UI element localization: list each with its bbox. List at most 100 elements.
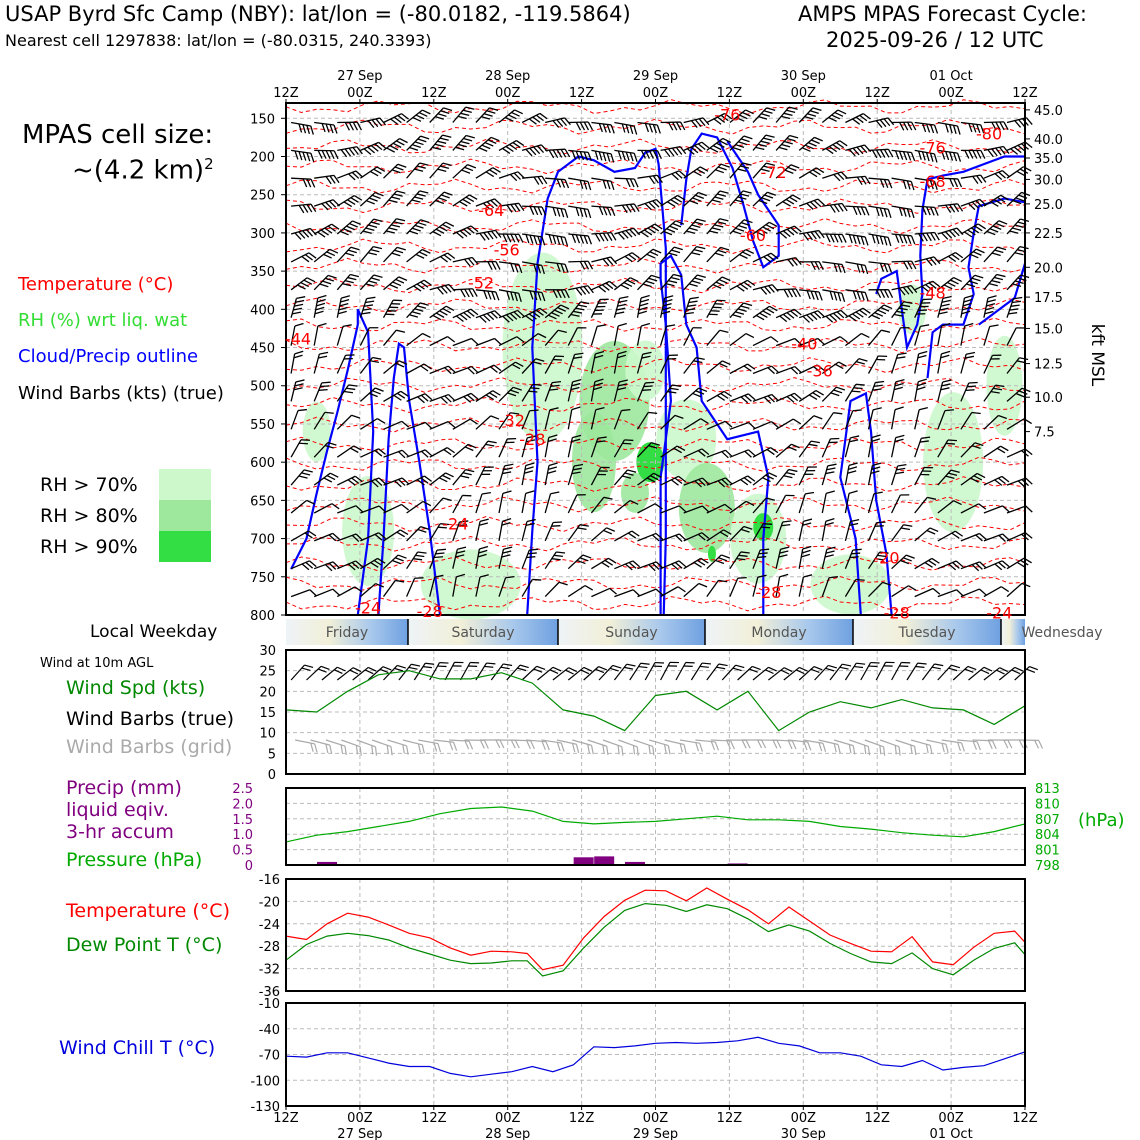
wind-barb-staff [336, 355, 347, 374]
wind-barb [683, 387, 708, 402]
wind-barb-flag [747, 393, 756, 401]
wind-barb-flag [716, 666, 726, 670]
wind-barb [406, 135, 430, 151]
wind-barb-flag [710, 741, 716, 751]
wind-barb-flag [720, 163, 730, 168]
wind-barb [567, 352, 584, 374]
precip-bar [624, 861, 645, 865]
wind-barb-flag [649, 251, 659, 257]
wind-barb-flag [722, 137, 732, 144]
wind-barb [775, 573, 789, 597]
wind-barb-flag [1014, 666, 1024, 672]
wind-barb-staff [937, 500, 954, 514]
wind-barb-flag [652, 150, 658, 159]
wind-barb-flag [722, 360, 731, 366]
wind-barb [983, 194, 1009, 207]
wind-barb-flag [541, 175, 548, 185]
wind-barb-flag [464, 740, 470, 750]
wind-barb [452, 573, 466, 597]
wind-barb-flag [900, 327, 910, 329]
wind-barb-flag [342, 324, 352, 328]
wind-barb-flag [464, 446, 474, 452]
wind-barb-flag [860, 291, 865, 301]
wind-barb-staff [752, 336, 772, 347]
wind-barb-staff [359, 327, 370, 346]
wind-barb-flag [849, 439, 859, 443]
wind-barb-flag [667, 148, 675, 157]
wind-barb [383, 360, 408, 375]
wind-barb [821, 490, 835, 514]
wind-barb-staff [459, 662, 471, 681]
wind-barb-flag [642, 351, 652, 355]
wind-barb-staff [768, 667, 785, 681]
wind-barb-staff [891, 177, 912, 183]
wind-barb [359, 191, 384, 207]
wind-barb-flag [398, 451, 406, 459]
wind-barb-staff [798, 337, 819, 347]
wind-y-tick-label: 5 [268, 747, 276, 762]
wind-barb [475, 491, 491, 514]
wind-barb [833, 739, 856, 755]
wind-barb-flag [319, 283, 329, 288]
wind-barb-flag [995, 384, 1005, 388]
wind-barb [937, 409, 954, 430]
wind-barb-flag [351, 534, 360, 543]
wind-barb-staff [545, 177, 566, 181]
wind-barb-staff [537, 666, 554, 681]
wind-barb-flag [1001, 170, 1010, 178]
wind-barb-flag [342, 283, 352, 287]
wind-barb-flag [795, 669, 805, 675]
wind-barb-flag [525, 522, 535, 527]
wind-barb-flag [541, 236, 546, 246]
wind-barb-flag [339, 302, 349, 307]
wind-barb-flag [304, 254, 313, 261]
wind-barb-flag [882, 581, 892, 586]
wind-barb-flag [310, 203, 317, 213]
wind-barb-flag [421, 744, 425, 754]
wind-barb [752, 134, 775, 151]
wind-barb [891, 233, 916, 245]
wind-barb-staff [960, 297, 966, 318]
height-tick-label: 25.0 [1034, 198, 1063, 213]
wind-barb-flag [761, 739, 767, 749]
wind-barb-flag [331, 223, 340, 230]
wind-barb-flag [825, 147, 834, 155]
wind-barb-flag [459, 520, 469, 523]
wind-barb-flag [324, 444, 334, 449]
wind-barb [567, 494, 586, 514]
wind-barb-flag [327, 225, 336, 232]
wind-barb-flag [393, 394, 402, 401]
wind-barb-flag [829, 233, 835, 243]
temperature-contour [285, 496, 1026, 513]
wind-barb-flag [409, 314, 419, 318]
wind-barb-staff [649, 739, 669, 747]
wind-barb [891, 301, 913, 319]
wind-barb-flag [895, 378, 905, 383]
wind-barb-staff [844, 410, 854, 430]
wind-barb-flag [902, 286, 910, 295]
weekday-segment [853, 619, 1001, 645]
wind-barb [921, 663, 944, 681]
wind-barb [845, 175, 871, 186]
temperature-contour [285, 217, 1026, 234]
wind-barb-flag [574, 463, 584, 467]
wind-barb-flag [662, 306, 671, 311]
wind-barb-staff [891, 662, 902, 681]
wind-barb-staff [914, 121, 935, 126]
wind-barb-flag [855, 383, 865, 386]
wind-barb-flag [994, 563, 1003, 571]
rh-key-90-label: RH > 90% [40, 536, 138, 558]
wind-barb-flag [697, 533, 706, 541]
wind-barb [521, 409, 539, 430]
wind-barb-flag [438, 477, 448, 483]
wind-barb [544, 304, 570, 320]
wind-barb-flag [396, 392, 406, 399]
wind-barb-flag [669, 387, 679, 391]
wind-barb-flag [513, 311, 521, 319]
wind-barb [360, 477, 387, 488]
wind-barb-flag [371, 119, 379, 128]
wind-barb-flag [573, 310, 583, 314]
wind-barb-flag [745, 109, 754, 115]
wind-barb-staff [706, 360, 723, 375]
wind-barb [613, 322, 627, 346]
